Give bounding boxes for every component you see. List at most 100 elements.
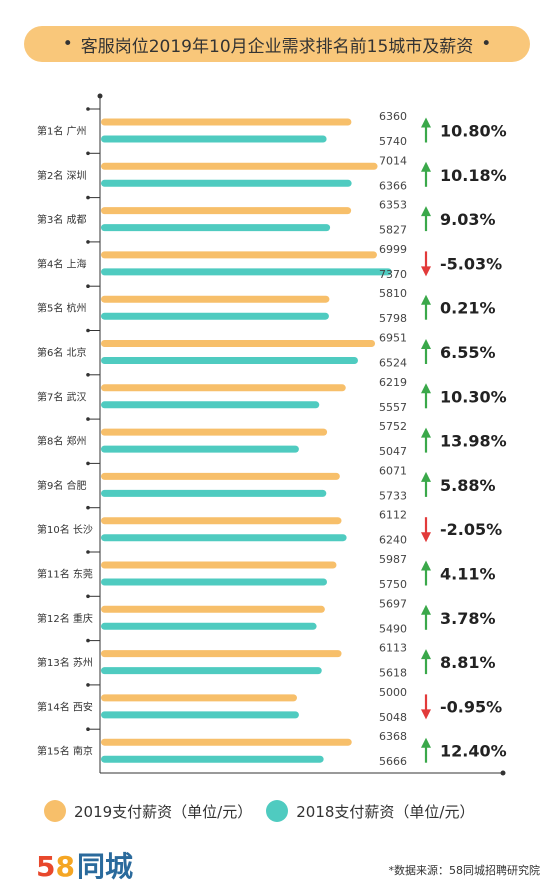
axis-tick-dot	[86, 505, 90, 510]
change-percent-label: 13.98%	[440, 432, 507, 451]
axis-tick-dot	[86, 550, 90, 554]
value-label-2018: 5740	[379, 135, 407, 148]
trend-up-arrow-head	[421, 339, 431, 349]
bar-2019	[101, 738, 352, 746]
axis-tick-dot	[86, 727, 90, 731]
title-dot-right: •	[481, 34, 492, 54]
value-label-2018: 5048	[379, 711, 407, 724]
value-label-2019: 5752	[379, 420, 407, 433]
title-dot-left: •	[62, 34, 73, 54]
category-label: 第13名 苏州	[37, 656, 93, 669]
bar-2018	[101, 667, 322, 675]
bar-2019	[101, 517, 342, 525]
value-label-2019: 5697	[379, 597, 407, 610]
bar-2019	[101, 561, 337, 569]
trend-down-arrow-head	[421, 709, 431, 720]
bar-2018	[101, 755, 324, 763]
axis-tick-dot	[86, 195, 90, 200]
bar-2018	[101, 357, 358, 364]
value-label-2018: 7370	[379, 268, 407, 281]
bar-2018	[101, 401, 320, 409]
value-label-2018: 5618	[379, 667, 407, 680]
bar-2018	[101, 135, 327, 143]
change-percent-label: 10.80%	[440, 122, 507, 141]
bar-2018	[101, 312, 329, 320]
bar-2019	[101, 295, 330, 303]
trend-up-arrow-head	[421, 383, 431, 394]
change-percent-label: -0.95%	[440, 697, 502, 716]
change-percent-label: -5.03%	[440, 254, 502, 273]
change-percent-label: 5.88%	[440, 476, 496, 495]
brand-logo: 5 8 同城	[36, 845, 133, 885]
value-label-2018: 6366	[379, 179, 407, 192]
bar-2019	[101, 251, 377, 259]
logo-digit-8: 8	[55, 850, 75, 883]
value-label-2019: 5000	[379, 686, 407, 699]
bar-2018	[101, 489, 327, 497]
value-label-2018: 5733	[379, 489, 407, 502]
value-label-2019: 6071	[379, 464, 407, 477]
value-label-2018: 6240	[379, 534, 407, 547]
trend-up-arrow-head	[421, 161, 431, 172]
bar-2018	[101, 578, 327, 586]
legend-label-2019: 2019支付薪资（单位/元）	[74, 802, 253, 821]
axis-tick-dot	[86, 594, 90, 599]
axis-end-dot	[500, 770, 506, 776]
category-label: 第10名 长沙	[37, 523, 93, 536]
value-label-2018: 5750	[379, 578, 407, 591]
bar-2018	[101, 622, 317, 630]
value-label-2019: 6112	[379, 509, 407, 522]
change-percent-label: -2.05%	[440, 520, 502, 539]
value-label-2018: 6524	[379, 357, 407, 370]
trend-up-arrow-head	[421, 471, 431, 482]
trend-up-arrow-head	[421, 560, 431, 571]
category-label: 第8名 郑州	[37, 435, 87, 448]
bar-2018	[101, 534, 347, 542]
trend-down-arrow-head	[421, 266, 431, 277]
category-label: 第9名 合肥	[37, 479, 87, 492]
category-label: 第7名 武汉	[37, 390, 87, 403]
legend-swatch-2019	[44, 800, 66, 822]
bar-2019	[101, 694, 297, 702]
axis-tick-dot	[86, 107, 90, 111]
trend-up-arrow-head	[421, 604, 431, 615]
bar-2019	[101, 428, 328, 436]
change-percent-label: 3.78%	[440, 609, 496, 628]
data-source-note: *数据来源：58同城招聘研究院	[388, 864, 541, 877]
change-percent-label: 8.81%	[440, 653, 496, 672]
bar-2019	[101, 384, 346, 392]
axis-tick-dot	[86, 151, 90, 156]
bar-2018	[101, 179, 352, 187]
value-label-2019: 5810	[379, 287, 407, 300]
axis-tick-dot	[86, 638, 90, 643]
value-label-2018: 5798	[379, 312, 407, 325]
value-label-2018: 5666	[379, 755, 407, 768]
category-label: 第3名 成都	[37, 213, 87, 226]
category-label: 第11名 东莞	[37, 568, 93, 581]
legend-item-2018: 2018支付薪资（单位/元）	[266, 800, 474, 822]
change-percent-label: 0.21%	[440, 299, 496, 318]
category-label: 第12名 重庆	[37, 612, 93, 625]
legend-swatch-2018	[266, 800, 289, 822]
bar-2019	[101, 118, 352, 126]
bar-2019	[101, 605, 325, 613]
value-label-2019: 6999	[379, 243, 407, 256]
category-label: 第4名 上海	[37, 257, 87, 270]
change-percent-label: 10.30%	[440, 387, 507, 406]
value-label-2019: 6368	[379, 730, 407, 743]
legend: 2019支付薪资（单位/元） 2018支付薪资（单位/元）	[44, 800, 488, 822]
logo-digit-5: 5	[36, 850, 56, 883]
change-percent-label: 12.40%	[440, 742, 507, 761]
axis-tick-dot	[86, 461, 90, 466]
value-label-2019: 6360	[379, 110, 407, 123]
value-label-2018: 5047	[379, 445, 407, 458]
category-label: 第5名 杭州	[37, 302, 87, 315]
bar-2019	[101, 207, 352, 215]
chart-title-text: 客服岗位2019年10月企业需求排名前15城市及薪资	[80, 36, 474, 57]
change-percent-label: 10.18%	[440, 166, 507, 185]
salary-bar-chart: 第1名 广州 6360 5740 10.80% 第2名 深圳 7014 6366 10.18%…	[37, 93, 507, 776]
value-label-2019: 7014	[379, 154, 407, 167]
trend-up-arrow-head	[421, 427, 431, 438]
change-percent-label: 4.11%	[440, 565, 496, 584]
value-label-2019: 6219	[379, 376, 407, 389]
